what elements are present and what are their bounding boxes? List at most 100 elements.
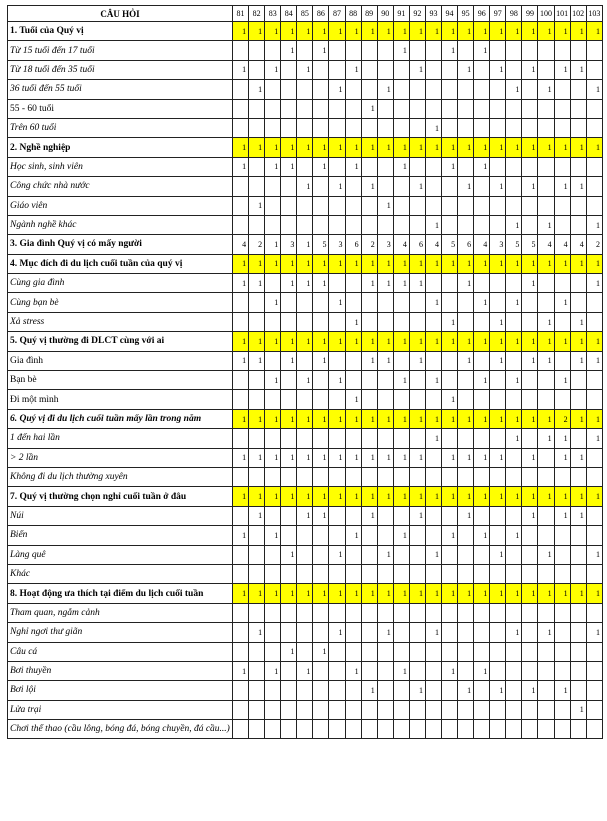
response-cell: 1 xyxy=(569,311,587,333)
response-cell xyxy=(537,40,555,61)
response-cell xyxy=(441,505,459,527)
response-cell xyxy=(231,195,250,216)
response-cell: 1 xyxy=(231,525,250,546)
response-cell xyxy=(537,680,555,701)
response-cell: 1 xyxy=(424,486,443,507)
response-cell: 1 xyxy=(521,20,539,42)
response-cell: 1 xyxy=(553,370,571,391)
answer-row: 1 đến hai lần 1 1 1 1 1 xyxy=(7,428,604,449)
response-cell xyxy=(360,59,378,81)
response-cell xyxy=(248,311,266,333)
response-cell: 1 xyxy=(376,20,394,42)
row-label: 8. Hoạt động ưa thích tại điểm du lịch c… xyxy=(7,583,233,604)
response-cell xyxy=(489,525,507,546)
response-cell xyxy=(360,641,378,662)
response-cell: 1 xyxy=(344,486,362,507)
response-cell xyxy=(264,273,282,294)
answer-row: Nghỉ ngơi thư giãn 1 1 1 1 1 1 1 xyxy=(7,622,604,643)
response-cell: 1 xyxy=(424,408,443,430)
response-cell xyxy=(505,660,523,682)
response-cell: 1 xyxy=(457,408,475,430)
response-cell: 1 xyxy=(569,408,587,430)
response-cell: 1 xyxy=(296,583,314,604)
response-cell xyxy=(296,117,314,139)
response-cell xyxy=(489,292,507,313)
response-cell: 1 xyxy=(344,59,362,81)
response-cell xyxy=(392,117,410,139)
response-cell: 1 xyxy=(264,234,282,255)
response-cell xyxy=(585,98,604,119)
response-cell xyxy=(328,563,346,585)
response-cell xyxy=(344,563,362,585)
response-cell: 1 xyxy=(441,311,459,333)
response-cell xyxy=(280,428,298,449)
response-cell xyxy=(537,156,555,178)
response-cell xyxy=(489,273,507,294)
response-cell xyxy=(328,350,346,372)
response-cell xyxy=(424,660,443,682)
response-cell: 1 xyxy=(585,583,604,604)
response-cell: 1 xyxy=(505,370,523,391)
response-cell: 1 xyxy=(473,660,491,682)
response-cell xyxy=(248,466,266,488)
response-cell xyxy=(537,273,555,294)
response-cell xyxy=(489,622,507,643)
response-cell: 1 xyxy=(328,583,346,604)
response-cell xyxy=(537,563,555,585)
response-cell: 1 xyxy=(312,350,330,372)
response-cell: 1 xyxy=(424,214,443,236)
response-cell xyxy=(360,370,378,391)
response-cell xyxy=(424,176,443,197)
response-cell xyxy=(264,40,282,61)
response-cell: 1 xyxy=(312,20,330,42)
response-cell: 1 xyxy=(505,20,523,42)
response-cell xyxy=(312,428,330,449)
response-cell: 1 xyxy=(296,273,314,294)
response-cell xyxy=(360,525,378,546)
response-cell: 1 xyxy=(457,583,475,604)
response-cell: 1 xyxy=(344,408,362,430)
response-cell xyxy=(328,602,346,624)
response-cell xyxy=(392,176,410,197)
response-cell: 1 xyxy=(312,583,330,604)
response-cell xyxy=(344,292,362,313)
response-cell xyxy=(553,98,571,119)
response-cell: 1 xyxy=(392,486,410,507)
response-cell xyxy=(424,466,443,488)
response-cell: 1 xyxy=(521,350,539,372)
response-cell xyxy=(312,117,330,139)
response-cell: 1 xyxy=(328,292,346,313)
response-cell xyxy=(489,79,507,100)
header-row: CÂU HỎI 81 82 83 84 85 86 87 88 89 90 91 92 93 94 95 96… xyxy=(7,5,604,22)
response-cell xyxy=(392,680,410,701)
answer-row: 55 - 60 tuổi 1 xyxy=(7,98,604,119)
response-cell xyxy=(505,59,523,81)
response-cell xyxy=(585,505,604,527)
respondent-column-header: 85 xyxy=(296,5,314,22)
response-cell: 1 xyxy=(553,137,571,158)
response-cell: 1 xyxy=(457,253,475,275)
response-cell xyxy=(280,311,298,333)
response-cell: 1 xyxy=(296,408,314,430)
response-cell: 1 xyxy=(553,331,571,352)
response-cell xyxy=(585,447,604,468)
response-cell: 1 xyxy=(296,447,314,468)
response-cell xyxy=(248,544,266,565)
response-cell: 1 xyxy=(376,195,394,216)
response-cell xyxy=(280,117,298,139)
response-cell: 3 xyxy=(280,234,298,255)
response-cell xyxy=(392,350,410,372)
response-cell xyxy=(553,350,571,372)
response-cell xyxy=(264,389,282,410)
response-cell xyxy=(408,156,426,178)
response-cell xyxy=(376,98,394,119)
response-cell xyxy=(537,641,555,662)
response-cell xyxy=(408,563,426,585)
response-cell xyxy=(392,466,410,488)
response-cell: 1 xyxy=(264,447,282,468)
response-cell: 1 xyxy=(360,486,378,507)
response-cell xyxy=(585,680,604,701)
response-cell xyxy=(424,680,443,701)
response-cell: 1 xyxy=(569,253,587,275)
response-cell xyxy=(280,466,298,488)
